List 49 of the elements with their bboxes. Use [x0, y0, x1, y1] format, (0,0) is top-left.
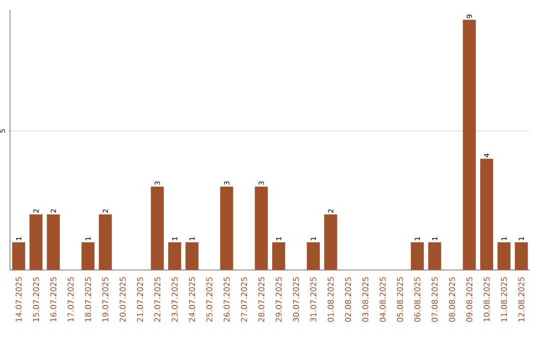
x-tick-label: 10.08.2025 — [484, 277, 490, 322]
x-tick-label: 25.07.2025 — [206, 277, 212, 322]
x-tick-label: 15.07.2025 — [32, 277, 40, 322]
bar — [30, 214, 43, 270]
x-tick-label: 11.08.2025 — [500, 277, 508, 322]
x-tick-label: 06.08.2025 — [414, 277, 420, 322]
bar — [480, 158, 494, 270]
x-tick-label: 04.08.2025 — [380, 277, 386, 322]
x-tick-label: 24.07.2025 — [188, 277, 196, 322]
bar — [428, 242, 442, 270]
x-tick-label: 26.07.2025 — [224, 277, 230, 322]
x-tick-label: 20.07.2025 — [120, 277, 126, 322]
bar — [98, 214, 112, 270]
x-tick-label: 03.08.2025 — [362, 277, 368, 322]
x-tick-label: 19.07.2025 — [102, 277, 108, 322]
x-tick-label: 08.08.2025 — [448, 277, 456, 322]
x-tick-label: 22.07.2025 — [154, 277, 160, 322]
x-tick-label: 14.07.2025 — [16, 277, 22, 322]
bar — [168, 242, 182, 270]
bar — [12, 242, 26, 270]
x-tick-label: 01.08.2025 — [328, 277, 334, 322]
x-tick-label: 27.07.2025 — [240, 277, 248, 322]
x-tick-label: 17.07.2025 — [68, 277, 74, 322]
bar — [186, 242, 199, 270]
bar — [306, 242, 320, 270]
bar — [272, 242, 286, 270]
x-tick-label: 29.07.2025 — [276, 277, 282, 322]
x-tick-label: 18.07.2025 — [84, 277, 92, 322]
x-tick-label: 07.08.2025 — [432, 277, 438, 322]
bar — [462, 20, 476, 270]
x-tick-label: 12.08.2025 — [518, 277, 524, 322]
x-tick-label: 16.07.2025 — [50, 277, 56, 322]
x-tick-label: 21.07.2025 — [136, 277, 144, 322]
bar — [410, 242, 424, 270]
bar — [150, 186, 164, 270]
bar — [324, 214, 338, 270]
bar — [220, 186, 234, 270]
bar — [82, 242, 95, 270]
x-tick-label: 02.08.2025 — [344, 277, 352, 322]
bar — [514, 242, 528, 270]
x-tick-label: 30.07.2025 — [292, 277, 300, 322]
x-tick-label: 09.08.2025 — [466, 277, 472, 322]
bar — [254, 186, 268, 270]
x-tick-label: 05.08.2025 — [396, 277, 404, 322]
bar — [498, 242, 511, 270]
x-tick-label: 28.07.2025 — [258, 277, 264, 322]
bar — [46, 214, 60, 270]
x-tick-label: 31.07.2025 — [310, 277, 316, 322]
x-tick-label: 23.07.2025 — [172, 277, 178, 322]
